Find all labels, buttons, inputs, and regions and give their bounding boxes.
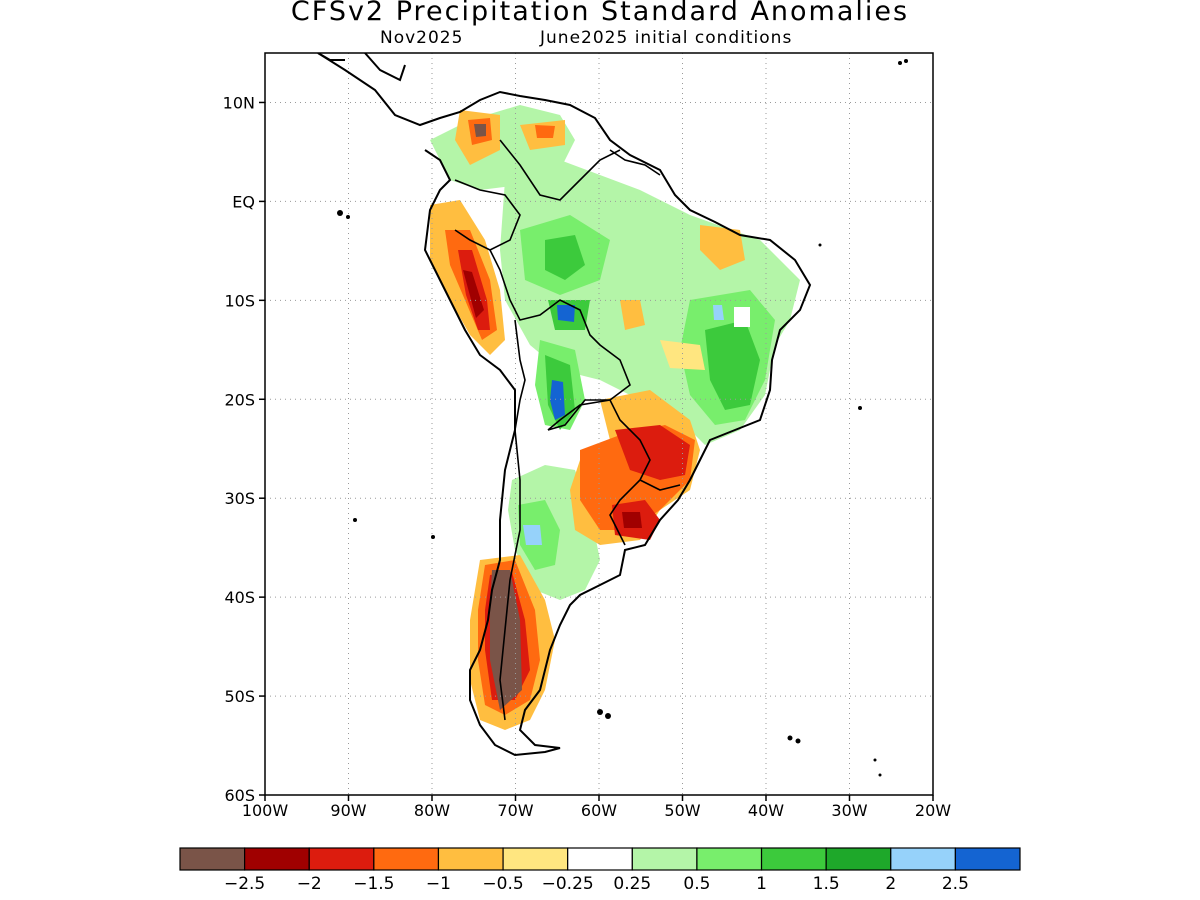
legend-label: −1.5 bbox=[353, 874, 394, 894]
lat-tick-label: 50S bbox=[224, 687, 255, 706]
legend-swatch bbox=[502, 847, 569, 871]
legend-label: 0.25 bbox=[613, 874, 651, 894]
legend-label: 2.5 bbox=[942, 874, 969, 894]
lon-tick-label: 50W bbox=[664, 801, 700, 820]
anomaly-shading bbox=[430, 105, 800, 730]
lon-tick-label: 40W bbox=[748, 801, 784, 820]
lon-tick-label: 80W bbox=[414, 801, 450, 820]
lat-tick-label: 60S bbox=[224, 786, 255, 805]
lon-tick-label: 90W bbox=[330, 801, 366, 820]
map-plot-area bbox=[265, 53, 933, 795]
lat-tick-label: 10S bbox=[224, 291, 255, 310]
lat-tick-label: EQ bbox=[232, 192, 255, 211]
legend-label: 1.5 bbox=[813, 874, 840, 894]
map-grid bbox=[265, 53, 933, 795]
islands bbox=[337, 59, 908, 777]
legend-swatch bbox=[696, 847, 763, 871]
legend-label: 1 bbox=[756, 874, 767, 894]
legend-swatch bbox=[890, 847, 956, 871]
legend-swatch bbox=[760, 847, 827, 871]
legend-swatch bbox=[244, 847, 310, 871]
legend-swatch bbox=[631, 847, 698, 871]
lat-tick-label: 40S bbox=[224, 588, 255, 607]
subtitle-initial-conditions: June2025 initial conditions bbox=[540, 28, 793, 48]
lon-tick-label: 100W bbox=[242, 801, 289, 820]
legend-swatch bbox=[373, 847, 440, 871]
lat-tick-label: 20S bbox=[224, 390, 255, 409]
legend-label: 2 bbox=[885, 874, 896, 894]
color-scale-legend: −2.5 −2 −1.5 −1 −0.5 −0.25 0.25 0.5 1 1.5 2 2.5 bbox=[179, 847, 1021, 894]
lon-tick-label: 30W bbox=[831, 801, 867, 820]
legend-label: −0.5 bbox=[482, 874, 523, 894]
legend-label: −1 bbox=[426, 874, 451, 894]
legend-label: −2 bbox=[297, 874, 322, 894]
legend-swatch bbox=[437, 847, 504, 871]
chart-title: CFSv2 Precipitation Standard Anomalies bbox=[290, 0, 910, 27]
latitude-axis: 10N EQ 10S 20S 30S 40S 50S 60S bbox=[223, 93, 265, 805]
country-borders bbox=[454, 139, 681, 721]
lat-tick-label: 10N bbox=[223, 93, 255, 112]
legend-swatch bbox=[567, 847, 633, 871]
legend-swatch bbox=[308, 847, 375, 871]
legend-swatch bbox=[179, 847, 246, 871]
lat-tick-label: 30S bbox=[224, 489, 255, 508]
legend-label: −2.5 bbox=[224, 874, 265, 894]
lon-tick-label: 60W bbox=[581, 801, 617, 820]
longitude-axis: 100W 90W 80W 70W 60W 50W 40W 30W 20W bbox=[242, 795, 951, 820]
subtitle-forecast-month: Nov2025 bbox=[380, 28, 464, 48]
legend-label: 0.5 bbox=[683, 874, 710, 894]
lon-tick-label: 20W bbox=[915, 801, 951, 820]
legend-swatch bbox=[954, 847, 1021, 871]
legend-swatch bbox=[825, 847, 892, 871]
lon-tick-label: 70W bbox=[497, 801, 533, 820]
legend-label: −0.25 bbox=[542, 874, 594, 894]
